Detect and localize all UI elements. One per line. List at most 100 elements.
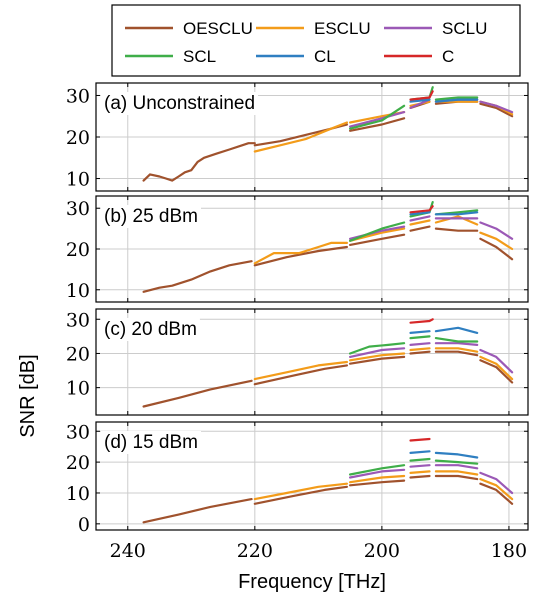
panel-frame [95,82,529,192]
y-tick-label: 0 [78,514,90,536]
series-line-scl [434,96,479,101]
y-tick-label: 20 [66,343,90,365]
series-line-oesclu [142,379,253,408]
series-line-esclu [409,219,431,226]
y-tick-label: 20 [66,452,90,474]
panel-0: 10 20 30 (a) Unconstrained [66,82,529,192]
y-tick-label: 10 [66,280,90,302]
series-line-esclu [434,470,479,476]
series-line-oesclu [434,350,479,357]
y-tick-label: 10 [66,483,90,505]
series-line-oesclu [479,359,514,384]
series-line-oesclu [142,260,253,293]
series-line-sclu [349,111,406,128]
series-line-oesclu [142,142,256,182]
series-line-oesclu [409,474,431,479]
panel-2: 10 20 30 (c) 20 dBm [66,308,529,416]
legend-label-oesclu: OESCLU [183,19,253,38]
y-tick-label: 30 [66,309,90,331]
series-line-scl [434,337,479,343]
series-line-sclu [349,347,406,358]
panel-title-bg [101,318,200,341]
legend-label-cl: CL [314,47,336,66]
series-line-oesclu [253,364,348,386]
legend-label-scl: SCL [183,47,216,66]
panel-title: (a) Unconstrained [104,93,255,114]
y-tick-label: 10 [66,378,90,400]
y-tick-label: 10 [66,169,90,191]
panel-title: (d) 15 dBm [104,432,198,453]
x-tick-label: 240 [110,540,146,562]
legend-label-esclu: ESCLU [314,19,371,38]
series-line-esclu [349,227,406,242]
legend: OESCLU ESCLU SCLU SCL CL C [111,4,521,77]
x-tick-label: 220 [237,540,273,562]
panel-title-bg [101,205,201,228]
series-line-sclu [479,348,514,374]
series-group [142,201,514,293]
series-line-esclu [349,352,406,362]
series-line-esclu [479,231,514,251]
series-line-scl [349,464,406,476]
series-line-oesclu [409,350,431,355]
x-tick-label: 200 [364,540,400,562]
panel-frame [95,308,529,416]
series-line-c [409,205,434,214]
series-line-esclu [409,347,431,352]
x-tick-label: 180 [491,540,527,562]
series-line-esclu [434,215,479,226]
series-line-esclu [479,478,514,501]
series-line-oesclu [434,474,479,481]
panel-3: 0 10 20 30 (d) 15 dBm [66,421,529,536]
series-group [142,86,514,182]
series-line-c [409,318,434,324]
legend-box [111,4,521,77]
series-line-cl [409,211,431,216]
series-line-oesclu [349,479,406,487]
series-line-cl [434,98,479,103]
series-line-sclu [409,464,431,468]
legend-label-sclu: SCLU [442,19,487,38]
y-tick-label: 20 [66,127,90,149]
series-line-oesclu [479,237,514,261]
series-line-cl [434,211,479,216]
series-line-oesclu [479,102,514,118]
x-axis-label: Frequency [THz] [238,571,386,593]
series-group [142,318,514,408]
series-line-scl [349,104,406,130]
series-line-esclu [349,474,406,484]
series-line-cl [409,330,431,334]
y-tick-label: 30 [66,421,90,443]
series-line-sclu [409,215,431,222]
series-line-oesclu [349,117,406,132]
series-line-oesclu [434,227,479,232]
series-line-c [409,437,431,442]
series-line-scl [349,221,406,242]
series-line-scl [409,457,431,462]
series-line-sclu [479,471,514,495]
series-line-cl [434,451,479,459]
series-line-esclu [409,470,431,474]
series-line-scl [434,459,479,465]
series-line-c [409,90,434,101]
series-line-oesclu [253,245,348,267]
panel-title-bg [101,92,259,115]
panel-frame [95,195,529,303]
panel-frame [95,421,529,531]
panel-1: 10 20 30 (b) 25 dBm [66,195,529,303]
panel-title-bg [101,431,201,454]
series-line-oesclu [253,485,348,505]
series-line-esclu [253,482,348,501]
panel-title: (b) 25 dBm [104,206,198,227]
series-line-sclu [434,464,479,470]
x-axis: 240 220 200 180 [110,540,527,562]
series-line-sclu [479,221,514,240]
panels: 10 20 30 (a) Unconstrained 10 20 30 (b) 25 dBm 1… [66,82,529,536]
series-line-oesclu [349,233,406,246]
y-tick-label: 30 [66,198,90,220]
series-line-cl [409,450,431,454]
series-line-oesclu [142,498,253,524]
series-line-sclu [409,342,431,346]
